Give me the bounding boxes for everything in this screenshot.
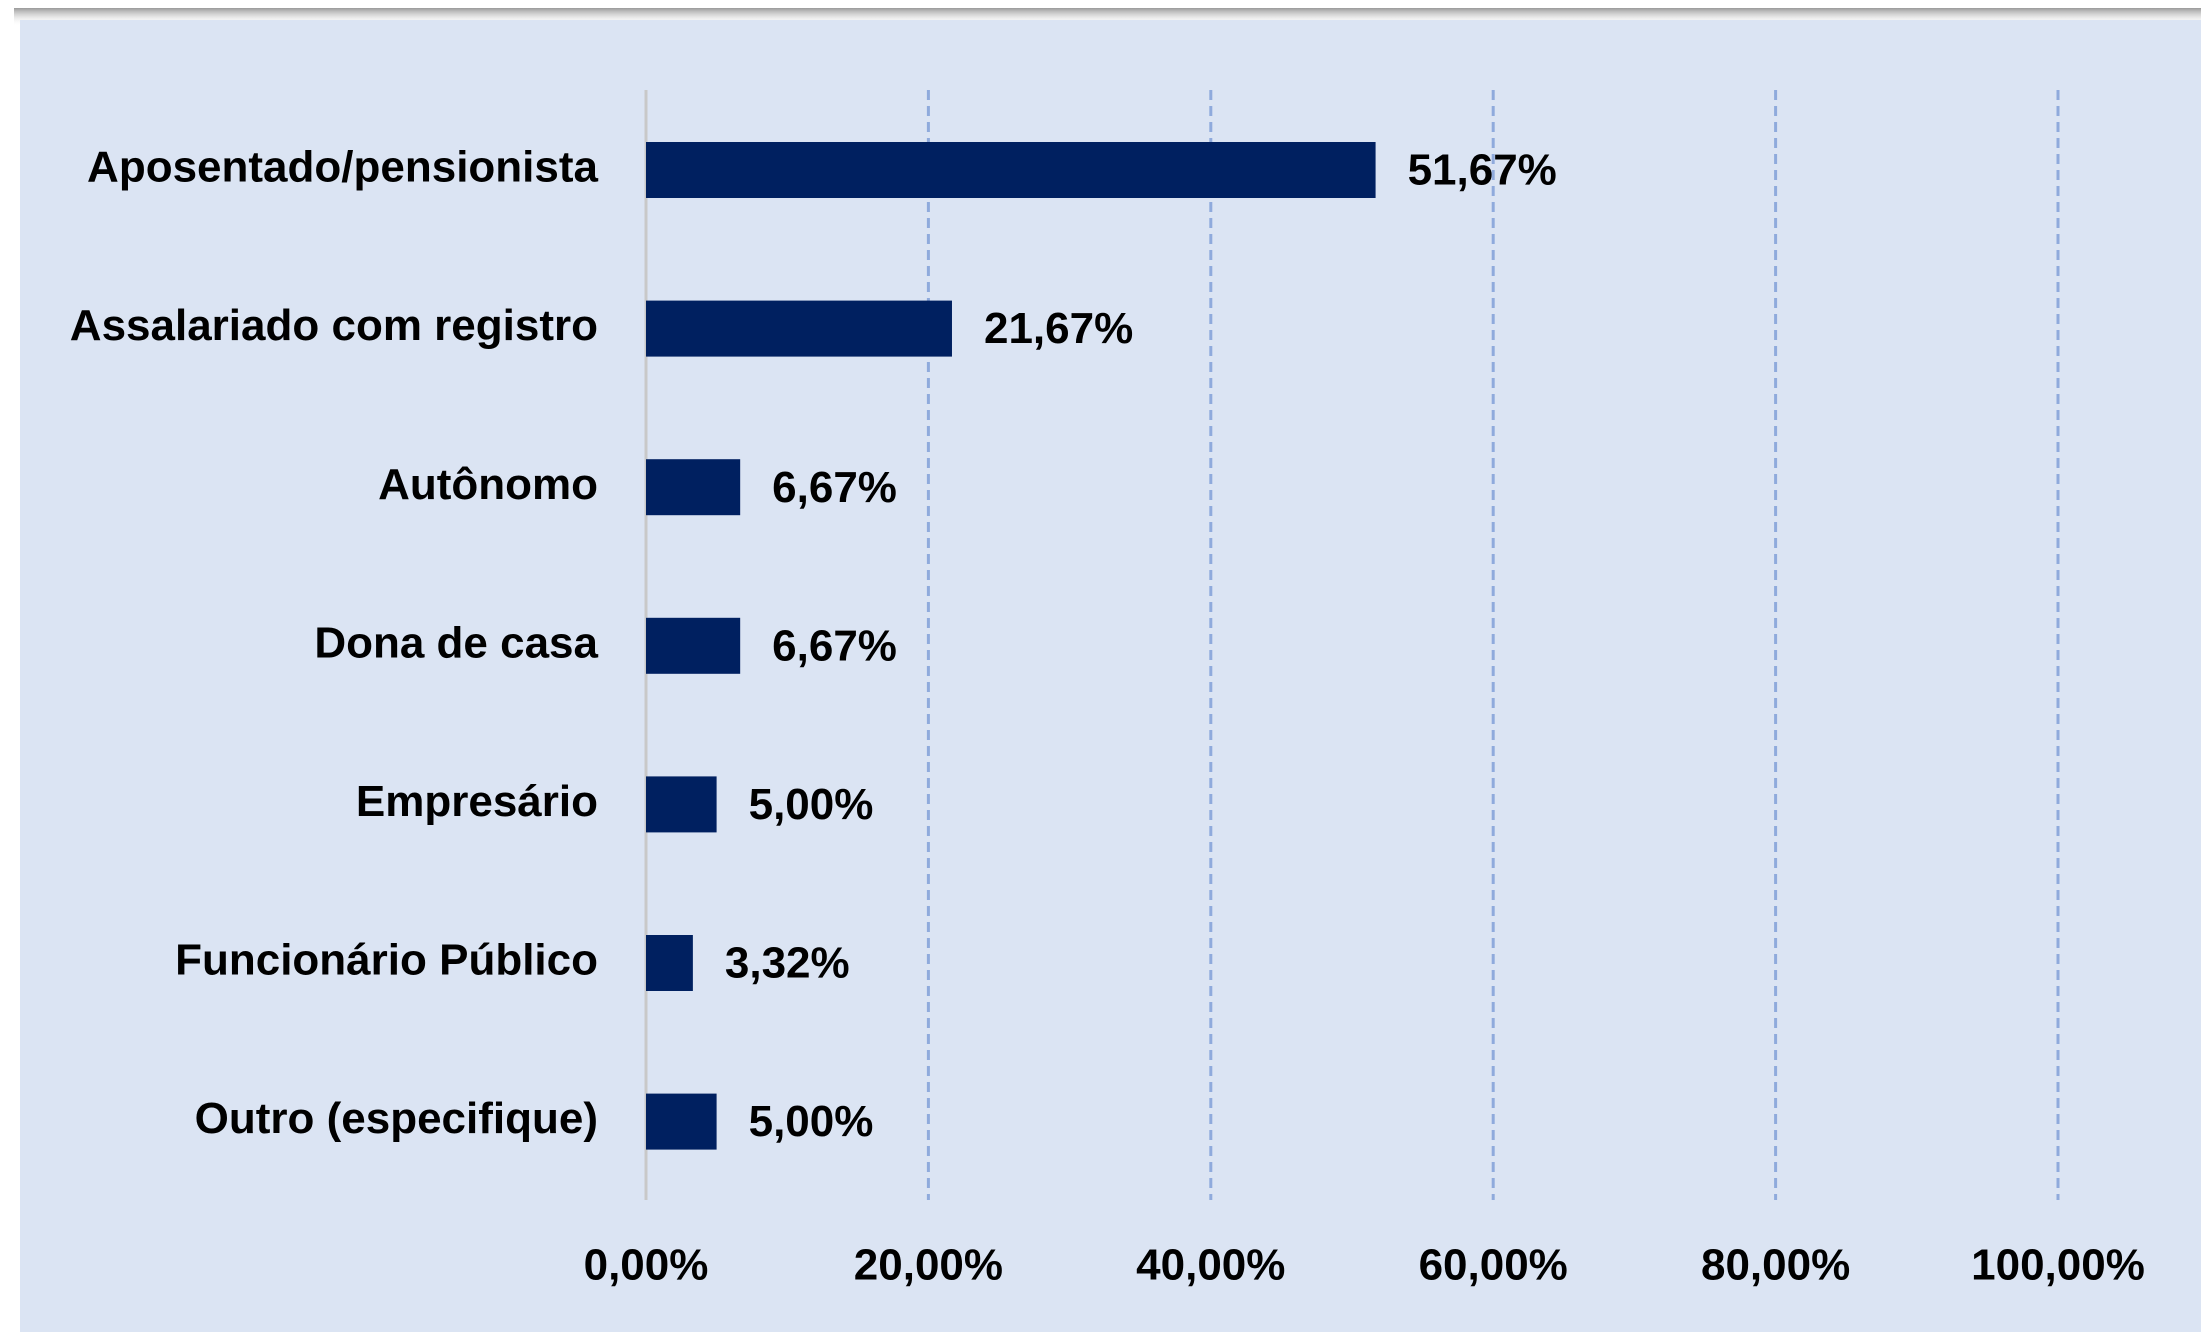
y-tick-label: Aposentado/pensionista xyxy=(87,143,598,192)
y-tick-label: Autônomo xyxy=(378,460,598,509)
bar xyxy=(646,1093,717,1150)
bar xyxy=(646,617,741,674)
x-tick-label: 40,00% xyxy=(1136,1241,1285,1290)
x-tick-label: 60,00% xyxy=(1419,1241,1568,1290)
y-tick-label: Dona de casa xyxy=(314,618,598,667)
bar xyxy=(646,935,693,991)
data-label: 6,67% xyxy=(772,463,897,512)
data-label: 5,00% xyxy=(749,1097,874,1146)
y-tick-label: Funcionário Público xyxy=(175,936,598,985)
data-label: 3,32% xyxy=(725,939,850,988)
data-label: 51,67% xyxy=(1408,146,1557,195)
bar xyxy=(646,776,717,833)
y-tick-label: Outro (especifique) xyxy=(195,1094,598,1143)
x-tick-label: 80,00% xyxy=(1701,1241,1850,1290)
y-tick-label: Empresário xyxy=(356,777,598,826)
x-tick-label: 20,00% xyxy=(854,1241,1003,1290)
x-tick-label: 0,00% xyxy=(584,1241,709,1290)
x-tick-label: 100,00% xyxy=(1971,1241,2145,1290)
data-label: 5,00% xyxy=(749,780,874,829)
data-label: 6,67% xyxy=(772,621,897,670)
plot-panel xyxy=(20,20,2201,1332)
bar xyxy=(646,142,1376,198)
y-tick-label: Assalariado com registro xyxy=(70,301,598,350)
bar xyxy=(646,300,952,357)
bar xyxy=(646,459,741,516)
data-label: 21,67% xyxy=(984,304,1133,353)
